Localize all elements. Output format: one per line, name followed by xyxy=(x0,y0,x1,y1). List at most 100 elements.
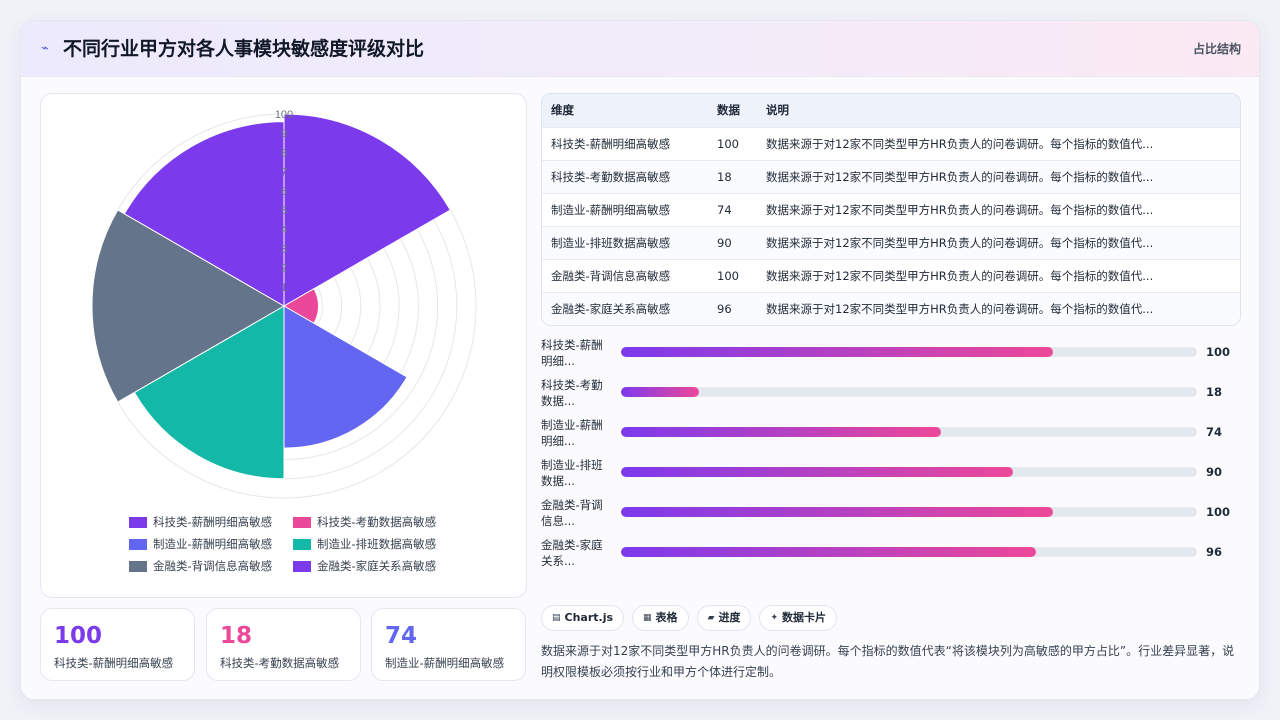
table-cell: 100 xyxy=(708,258,757,292)
polar-wedge xyxy=(283,113,451,307)
table-cell: 数据来源于对12家不同类型甲方HR负责人的问卷调研。每个指标的数值代... xyxy=(757,225,1240,259)
stat-label: 科技类-薪酬明细高敏感 xyxy=(54,656,174,670)
progress-row: 制造业-薪酬明细... 74 xyxy=(541,415,1241,451)
progress-track xyxy=(621,387,1197,397)
chip-label: 进度 xyxy=(718,611,741,624)
legend-swatch xyxy=(129,538,147,550)
legend-swatch xyxy=(293,560,311,572)
chip-chartjs[interactable]: ▤ Chart.js xyxy=(541,605,625,631)
table-cell: 100 xyxy=(708,126,757,160)
progress-label: 科技类-薪酬明细... xyxy=(541,338,603,368)
tick-label: 1 xyxy=(281,282,287,294)
legend-label: 科技类-薪酬明细高敏感 xyxy=(153,515,273,529)
legend-swatch xyxy=(293,538,311,550)
header: ⌁ 不同行业甲方对各人事模块敏感度评级对比 占比结构 xyxy=(21,21,1259,77)
tick-label: 4 xyxy=(281,224,287,236)
legend-item[interactable]: 制造业-薪酬明细高敏感 xyxy=(129,536,287,552)
tick-label: 2 xyxy=(281,263,287,275)
table-icon: ▦ xyxy=(643,613,652,623)
chip-label: Chart.js xyxy=(564,611,614,624)
stat-value: 18 xyxy=(220,623,253,649)
progress-label: 科技类-考勤数据... xyxy=(541,378,603,408)
stat-card-3: 74 制造业-薪酬明细高敏感 xyxy=(371,608,526,681)
table-cell: 制造业-薪酬明细高敏感 xyxy=(542,192,708,226)
table-cell: 金融类-家庭关系高敏感 xyxy=(542,291,708,325)
page-title: 不同行业甲方对各人事模块敏感度评级对比 xyxy=(63,38,425,60)
tick-label: 8 xyxy=(281,147,287,159)
polar-chart-panel: 100 9 8 7 6 5 4 3 2 1 科技类-薪酬明细高敏感 科技类-考勤数据高敏感制造业-薪… xyxy=(40,93,527,598)
stat-label: 科技类-考勤数据高敏感 xyxy=(220,656,340,670)
stat-value: 74 xyxy=(385,623,418,649)
table-row: 制造业-薪酬明细高敏感 74 数据来源于对12家不同类型甲方HR负责人的问卷调研… xyxy=(542,192,1240,226)
table-cell: 18 xyxy=(708,159,757,193)
table-cell: 74 xyxy=(708,192,757,226)
chip-label: 数据卡片 xyxy=(782,611,827,624)
progress-track xyxy=(621,347,1197,357)
table-row: 科技类-考勤数据高敏感 18 数据来源于对12家不同类型甲方HR负责人的问卷调研… xyxy=(542,159,1240,193)
progress-label: 制造业-薪酬明细... xyxy=(541,418,603,448)
legend-item[interactable]: 金融类-背调信息高敏感 xyxy=(129,558,287,574)
legend-swatch xyxy=(129,560,147,572)
polar-wedge xyxy=(133,305,285,480)
main-card: ⌁ 不同行业甲方对各人事模块敏感度评级对比 占比结构 100 9 8 7 6 5 4 3 2 1 … xyxy=(20,20,1260,700)
progress-value: 74 xyxy=(1206,425,1223,439)
progress-track xyxy=(621,467,1197,477)
legend-label: 制造业-排班数据高敏感 xyxy=(317,537,437,551)
data-table: 维度 数据 说明 科技类-薪酬明细高敏感 100 数据来源于对12家不同类型甲方… xyxy=(542,94,1240,325)
chart-icon: ▤ xyxy=(552,613,561,623)
view-chips: ▤ Chart.js ▦ 表格 ▰ 进度 ✦ 数据卡片 xyxy=(541,605,838,631)
legend-label: 制造业-薪酬明细高敏感 xyxy=(153,537,273,551)
legend-item[interactable]: 科技类-考勤数据高敏感 xyxy=(293,514,453,530)
progress-value: 100 xyxy=(1206,345,1231,359)
tick-label: 5 xyxy=(281,205,287,217)
chip-label: 表格 xyxy=(655,611,678,624)
column-header-value: 数据 xyxy=(717,103,740,118)
chip-data-cards[interactable]: ✦ 数据卡片 xyxy=(759,605,838,631)
legend-swatch xyxy=(293,516,311,528)
legend-swatch xyxy=(129,516,147,528)
legend-item[interactable]: 金融类-家庭关系高敏感 xyxy=(293,558,453,574)
progress-fill xyxy=(621,467,1013,477)
stat-value: 100 xyxy=(54,623,103,649)
table-cell: 制造业-排班数据高敏感 xyxy=(542,225,708,259)
progress-row: 金融类-家庭关系... 96 xyxy=(541,535,1241,571)
table-header-row: 维度 数据 说明 xyxy=(542,94,1240,127)
table-cell: 金融类-背调信息高敏感 xyxy=(542,258,708,292)
progress-track xyxy=(621,427,1197,437)
legend-item[interactable]: 科技类-薪酬明细高敏感 xyxy=(129,514,287,530)
progress-label: 制造业-排班数据... xyxy=(541,458,603,488)
tick-label: 7 xyxy=(281,167,287,179)
tick-label: 3 xyxy=(281,243,287,255)
chart-legend: 科技类-薪酬明细高敏感 科技类-考勤数据高敏感制造业-薪酬明细高敏感 制造业-排班数… xyxy=(129,514,459,574)
progress-value: 18 xyxy=(1206,385,1223,399)
chip-progress[interactable]: ▰ 进度 xyxy=(696,605,752,631)
tick-label: 100 xyxy=(275,109,293,121)
progress-row: 科技类-考勤数据... 18 xyxy=(541,375,1241,411)
progress-label: 金融类-背调信息... xyxy=(541,498,603,528)
progress-value: 90 xyxy=(1206,465,1223,479)
legend-item[interactable]: 制造业-排班数据高敏感 xyxy=(293,536,453,552)
table-cell: 科技类-薪酬明细高敏感 xyxy=(542,126,708,160)
chip-table[interactable]: ▦ 表格 xyxy=(632,605,689,631)
legend-label: 科技类-考勤数据高敏感 xyxy=(317,515,437,529)
table-cell: 96 xyxy=(708,291,757,325)
sparkle-icon: ✦ xyxy=(770,613,779,623)
progress-value: 100 xyxy=(1206,505,1231,519)
table-row: 科技类-薪酬明细高敏感 100 数据来源于对12家不同类型甲方HR负责人的问卷调… xyxy=(542,126,1240,160)
table-row: 金融类-家庭关系高敏感 96 数据来源于对12家不同类型甲方HR负责人的问卷调研… xyxy=(542,291,1240,325)
stat-card-1: 100 科技类-薪酬明细高敏感 xyxy=(40,608,195,681)
progress-icon: ▰ xyxy=(707,613,715,623)
tick-label: 6 xyxy=(281,186,287,198)
progress-row: 科技类-薪酬明细... 100 xyxy=(541,335,1241,371)
data-table-panel: 维度 数据 说明 科技类-薪酬明细高敏感 100 数据来源于对12家不同类型甲方… xyxy=(541,93,1241,326)
chart-type-tag: 占比结构 xyxy=(1192,42,1241,56)
pulse-icon: ⌁ xyxy=(41,41,49,56)
stat-card-2: 18 科技类-考勤数据高敏感 xyxy=(206,608,361,681)
progress-fill xyxy=(621,347,1053,357)
progress-fill xyxy=(621,387,699,397)
tick-label: 9 xyxy=(281,128,287,140)
polar-wedge xyxy=(123,121,285,307)
table-cell: 90 xyxy=(708,225,757,259)
progress-value: 96 xyxy=(1206,545,1223,559)
progress-track xyxy=(621,547,1197,557)
